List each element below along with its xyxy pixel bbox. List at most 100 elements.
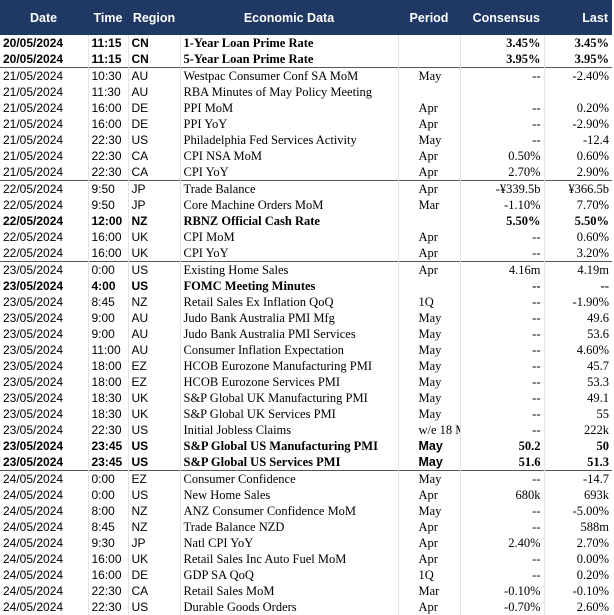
region-cell: AU [127, 67, 180, 84]
data-row: 23/05/2024 0:00 US Existing Home Sales Apr 4.… [0, 261, 612, 278]
region-cell: UK [127, 245, 180, 262]
time-cell: 0:00 [87, 487, 128, 503]
consensus-cell: 0.50% [459, 148, 544, 164]
region-cell: CN [127, 51, 180, 68]
consensus-cell: -- [459, 326, 544, 342]
data-row: 23/05/2024 23:45 US S&P Global US Services … [0, 454, 612, 471]
period-cell: Apr [397, 100, 460, 116]
region-cell: CN [127, 35, 180, 51]
header-cell: Economic Data [180, 0, 398, 35]
time-cell: 8:45 [87, 519, 128, 535]
consensus-cell: 680k [459, 487, 544, 503]
period-cell: May [397, 67, 460, 84]
last-cell: -12.4 [543, 132, 612, 148]
data-row: 23/05/2024 11:00 AU Consumer Inflation Expe… [0, 342, 612, 358]
event-cell: Westpac Consumer Conf SA MoM [179, 67, 398, 84]
period-cell [397, 84, 460, 100]
event-cell: Durable Goods Orders [179, 599, 398, 615]
date-cell: 23/05/2024 [3, 359, 64, 373]
region-cell: DE [127, 116, 180, 132]
last-cell: 7.70% [543, 197, 612, 213]
event-cell: CPI MoM [179, 229, 398, 245]
header-cell: Region [128, 0, 180, 35]
consensus-cell: -- [459, 245, 544, 262]
event-cell: Trade Balance NZD [179, 519, 398, 535]
time-cell: 4:00 [87, 278, 128, 294]
consensus-cell: -- [459, 551, 544, 567]
consensus-cell: -- [459, 132, 544, 148]
event-cell: Initial Jobless Claims [179, 422, 398, 438]
region-cell: EZ [127, 470, 180, 487]
event-cell: Philadelphia Fed Services Activity [179, 132, 398, 148]
time-cell: 16:00 [87, 229, 128, 245]
period-cell: Apr [397, 180, 460, 197]
date-cell: 24/05/2024 [3, 488, 64, 502]
region-cell: CA [127, 164, 180, 181]
consensus-cell [459, 84, 544, 100]
period-cell: May [397, 454, 460, 471]
header-cell: Last [544, 0, 612, 35]
region-cell: CA [127, 583, 180, 599]
header-cell: Period [398, 0, 460, 35]
period-cell: Mar [397, 583, 460, 599]
event-cell: S&P Global UK Manufacturing PMI [179, 390, 398, 406]
period-cell [397, 51, 460, 68]
data-row: 24/05/2024 8:45 NZ Trade Balance NZD Apr -- 58… [0, 519, 612, 535]
region-cell: UK [127, 551, 180, 567]
event-cell: Natl CPI YoY [179, 535, 398, 551]
consensus-cell: -- [459, 358, 544, 374]
event-cell: ANZ Consumer Confidence MoM [179, 503, 398, 519]
data-row: 21/05/2024 16:00 DE PPI YoY Apr -- -2.90% [0, 116, 612, 132]
data-row: 20/05/2024 11:15 CN 5-Year Loan Prime Rate 3… [0, 51, 612, 68]
last-cell: -- [543, 278, 612, 294]
consensus-cell: 3.45% [459, 35, 544, 51]
region-cell: NZ [127, 294, 180, 310]
date-cell: 23/05/2024 [0, 261, 88, 278]
period-cell [397, 278, 460, 294]
data-row: 24/05/2024 8:00 NZ ANZ Consumer Confidence … [0, 503, 612, 519]
event-cell: Retail Sales Inc Auto Fuel MoM [179, 551, 398, 567]
region-cell: EZ [127, 358, 180, 374]
date-cell: 21/05/2024 [3, 117, 64, 131]
region-cell: CA [127, 148, 180, 164]
time-cell: 16:00 [87, 245, 128, 262]
region-cell: UK [127, 390, 180, 406]
date-cell: 23/05/2024 [3, 279, 64, 293]
consensus-cell: 5.50% [459, 213, 544, 229]
consensus-cell: -- [459, 519, 544, 535]
consensus-cell: 51.6 [459, 454, 544, 471]
date-cell: 24/05/2024 [3, 568, 64, 582]
region-cell: AU [127, 326, 180, 342]
date-cell: 24/05/2024 [0, 470, 88, 487]
last-cell: 0.20% [543, 100, 612, 116]
consensus-cell: -- [459, 116, 544, 132]
consensus-cell: 50.2 [459, 438, 544, 454]
region-cell: US [127, 422, 180, 438]
event-cell: S&P Global US Services PMI [179, 454, 398, 471]
date-cell: 21/05/2024 [3, 165, 64, 179]
header-cell: Time [88, 0, 128, 35]
last-cell: 45.7 [543, 358, 612, 374]
consensus-cell: -- [459, 374, 544, 390]
data-row: 23/05/2024 4:00 US FOMC Meeting Minutes -- -- [0, 278, 612, 294]
period-cell: Apr [397, 148, 460, 164]
time-cell: 11:15 [87, 51, 128, 68]
time-cell: 10:30 [87, 67, 128, 84]
time-cell: 0:00 [87, 261, 128, 278]
data-row: 22/05/2024 16:00 UK CPI MoM Apr -- 0.60% [0, 229, 612, 245]
consensus-cell: 4.16m [459, 261, 544, 278]
time-cell: 0:00 [87, 470, 128, 487]
region-cell: AU [127, 310, 180, 326]
period-cell: Apr [397, 599, 460, 615]
last-cell: 0.60% [543, 229, 612, 245]
last-cell: 55 [543, 406, 612, 422]
date-cell: 22/05/2024 [3, 230, 64, 244]
date-cell: 20/05/2024 [3, 36, 64, 50]
event-cell: 5-Year Loan Prime Rate [179, 51, 398, 68]
last-cell: 0.20% [543, 567, 612, 583]
event-cell: New Home Sales [179, 487, 398, 503]
period-cell: May [397, 310, 460, 326]
data-row: 23/05/2024 18:30 UK S&P Global UK Manufactu… [0, 390, 612, 406]
event-cell: CPI YoY [179, 164, 398, 181]
